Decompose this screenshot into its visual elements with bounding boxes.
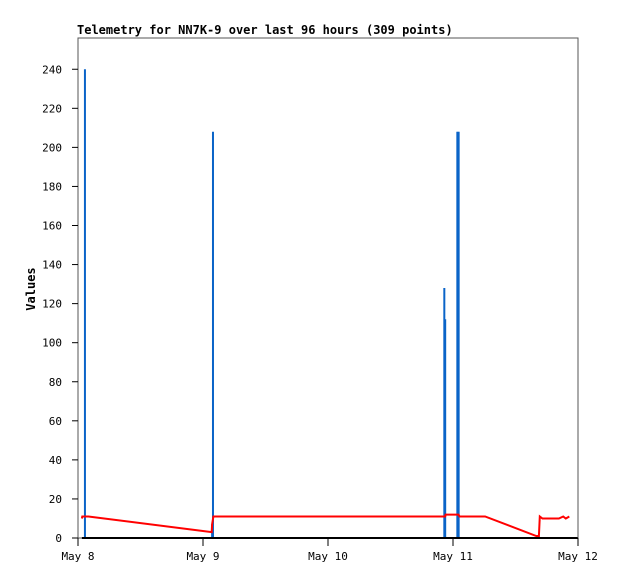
y-tick-label: 80: [49, 376, 62, 389]
y-tick-label: 140: [42, 259, 62, 272]
x-tick-label: May 8: [61, 550, 94, 563]
y-tick-label: 0: [55, 532, 62, 545]
y-tick-label: 40: [49, 454, 62, 467]
y-tick-label: 220: [42, 102, 62, 115]
y-tick-label: 120: [42, 298, 62, 311]
plot-frame: [77, 37, 579, 539]
y-tick-label: 240: [42, 63, 62, 76]
chart-title: Telemetry for NN7K-9 over last 96 hours …: [77, 23, 453, 37]
y-tick-label: 200: [42, 141, 62, 154]
y-tick-label: 160: [42, 220, 62, 233]
x-tick-label: May 11: [433, 550, 473, 563]
y-tick-label: 60: [49, 415, 62, 428]
x-tick-label: May 10: [308, 550, 348, 563]
y-tick-label: 100: [42, 337, 62, 350]
y-tick-label: 20: [49, 493, 62, 506]
x-tick-label: May 9: [186, 550, 219, 563]
series-line-1: [80, 513, 570, 537]
y-tick-label: 180: [42, 180, 62, 193]
x-tick-label: May 12: [558, 550, 598, 563]
